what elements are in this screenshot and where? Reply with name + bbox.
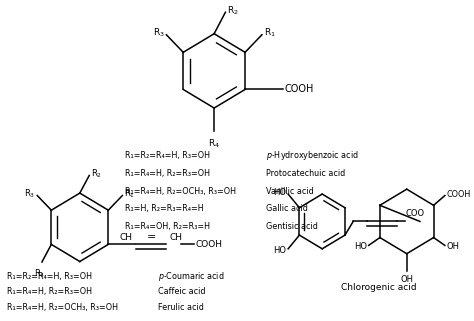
Text: COOH: COOH — [196, 240, 223, 249]
Text: Caffeic acid: Caffeic acid — [158, 287, 205, 296]
Text: R₁=H, R₂=R₃=R₄=H: R₁=H, R₂=R₃=R₄=H — [125, 204, 203, 213]
Text: COOH: COOH — [447, 190, 471, 199]
Text: R$_3$: R$_3$ — [153, 27, 164, 39]
Text: R₁=R₄=OH, R₂=R₃=H: R₁=R₄=OH, R₂=R₃=H — [125, 222, 210, 231]
Text: R$_2$: R$_2$ — [91, 167, 102, 180]
Text: R$_1$: R$_1$ — [264, 27, 276, 39]
Text: HO: HO — [354, 242, 367, 251]
Text: R₁=R₂=R₄=H, R₃=OH: R₁=R₂=R₄=H, R₃=OH — [125, 152, 210, 160]
Text: R₁=R₄=H, R₂=R₃=OH: R₁=R₄=H, R₂=R₃=OH — [8, 287, 92, 296]
Text: Gallic acid: Gallic acid — [266, 204, 308, 213]
Text: =: = — [146, 232, 156, 242]
Text: CH: CH — [169, 233, 182, 242]
Text: CH: CH — [120, 233, 133, 242]
Text: OH: OH — [447, 242, 460, 251]
Text: R₁=R₂=R₄=H, R₃=OH: R₁=R₂=R₄=H, R₃=OH — [8, 272, 92, 281]
Text: R$_4$: R$_4$ — [208, 137, 220, 150]
Text: OH: OH — [400, 275, 413, 284]
Text: R$_1$: R$_1$ — [124, 187, 135, 200]
Text: COO: COO — [406, 209, 425, 218]
Text: R$_2$: R$_2$ — [228, 4, 239, 16]
Text: HO: HO — [273, 246, 286, 255]
Text: $p$-Hydroxybenzoic acid: $p$-Hydroxybenzoic acid — [266, 150, 358, 162]
Text: Ferulic acid: Ferulic acid — [158, 303, 204, 312]
Text: R₁=R₄=H, R₂=R₃=OH: R₁=R₄=H, R₂=R₃=OH — [125, 169, 210, 178]
Text: Gentisic acid: Gentisic acid — [266, 222, 318, 231]
Text: R₁=R₄=H, R₂=OCH₃, R₃=OH: R₁=R₄=H, R₂=OCH₃, R₃=OH — [8, 303, 118, 312]
Text: Protocatechuic acid: Protocatechuic acid — [266, 169, 345, 178]
Text: R₁=R₄=H, R₂=OCH₃, R₃=OH: R₁=R₄=H, R₂=OCH₃, R₃=OH — [125, 187, 236, 195]
Text: $p$-Coumaric acid: $p$-Coumaric acid — [158, 270, 224, 283]
Text: Chlorogenic acid: Chlorogenic acid — [341, 283, 416, 292]
Text: HO: HO — [273, 187, 286, 196]
Text: R$_3$: R$_3$ — [24, 187, 36, 200]
Text: COOH: COOH — [284, 84, 314, 94]
Text: Vanillic acid: Vanillic acid — [266, 187, 314, 195]
Text: R$_4$: R$_4$ — [35, 268, 46, 280]
